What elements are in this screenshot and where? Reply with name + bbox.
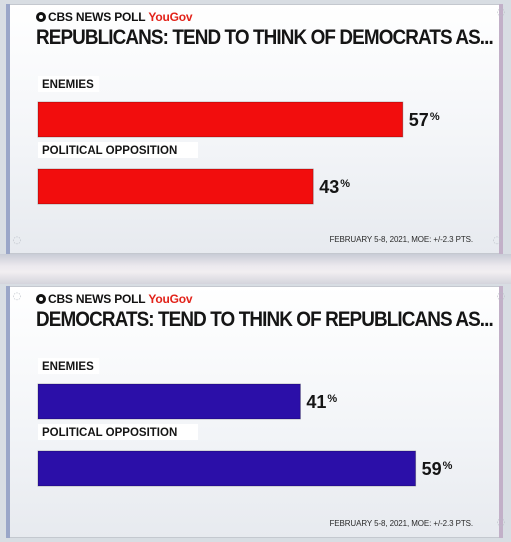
screw-icon: ◌	[496, 291, 506, 302]
brand-source: CBS NEWS POLL	[48, 10, 146, 24]
bar-chart-republicans: ENEMIES 57% POLITICAL OPPOSITION 43%	[37, 76, 440, 205]
screw-icon: ◌	[496, 517, 506, 528]
poll-footnote: FEBRUARY 5-8, 2021, MOE: +/-2.3 PTS.	[329, 235, 474, 244]
category-label: ENEMIES	[42, 79, 94, 91]
screw-icon: ◌	[492, 235, 502, 246]
bar	[37, 168, 314, 205]
panel-divider	[0, 254, 511, 284]
bar	[37, 101, 404, 138]
data-label: 41%	[306, 392, 337, 412]
panel-edge	[6, 4, 10, 254]
cbs-eye-icon	[36, 294, 46, 304]
poll-brand: CBS NEWS POLL YouGov	[36, 292, 193, 306]
bar-chart-democrats: ENEMIES 41% POLITICAL OPPOSITION 59%	[37, 358, 453, 487]
poll-panel-democrats: ◌ ◌ ◌ CBS NEWS POLL YouGov DEMOCRATS: TEN…	[6, 286, 505, 538]
data-label: 57%	[409, 110, 440, 130]
category-label: POLITICAL OPPOSITION	[42, 427, 177, 439]
poll-brand: CBS NEWS POLL YouGov	[36, 10, 193, 24]
cbs-eye-icon	[36, 12, 46, 22]
data-label: 59%	[422, 459, 453, 479]
poll-footnote: FEBRUARY 5-8, 2021, MOE: +/-2.3 PTS.	[329, 519, 474, 528]
panel-edge	[6, 286, 10, 538]
category-label: POLITICAL OPPOSITION	[42, 145, 177, 157]
panel-edge	[499, 4, 503, 254]
category-label-background	[38, 76, 100, 92]
category-label-background	[38, 142, 198, 158]
category-label-background	[38, 424, 198, 440]
data-label: 43%	[319, 177, 350, 197]
brand-partner: YouGov	[148, 292, 193, 306]
category-label: ENEMIES	[42, 361, 94, 373]
panel-edge	[499, 286, 503, 538]
category-label-background	[38, 358, 100, 374]
brand-source: CBS NEWS POLL	[48, 292, 146, 306]
brand-partner: YouGov	[148, 10, 193, 24]
bar	[37, 383, 301, 420]
poll-panel-republicans: ◌ ◌ ◌ CBS NEWS POLL YouGov REPUBLICANS: T…	[6, 4, 505, 254]
screw-icon: ◌	[12, 235, 22, 246]
screw-icon: ◌	[12, 291, 22, 302]
chart-title: DEMOCRATS: TEND TO THINK OF REPUBLICANS …	[36, 308, 494, 331]
bar	[37, 450, 417, 487]
screw-icon: ◌	[496, 7, 506, 18]
chart-title: REPUBLICANS: TEND TO THINK OF DEMOCRATS …	[36, 26, 494, 49]
